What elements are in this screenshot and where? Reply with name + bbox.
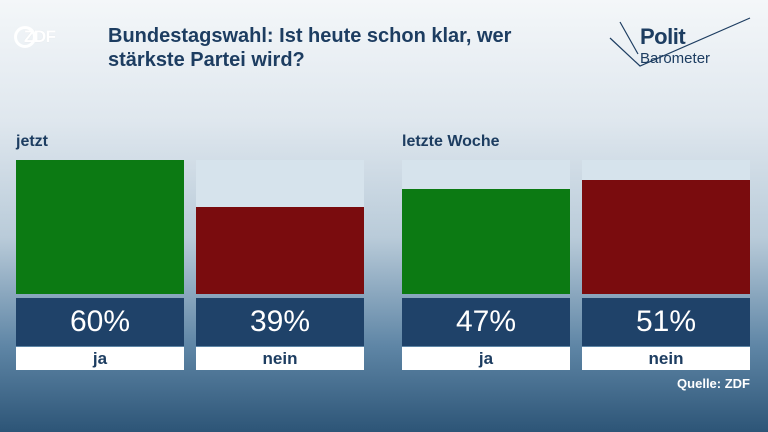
bar-slot-week-ja: [402, 160, 570, 294]
checkmark-icon: [609, 17, 751, 67]
panel-label-now: jetzt: [16, 133, 48, 150]
category-label-week-nein: nein: [582, 347, 750, 370]
politbarometer-logo: Polit Barometer: [600, 10, 760, 74]
brand-line-2: Barometer: [640, 50, 711, 67]
category-label-now-nein: nein: [196, 347, 364, 370]
bar-slot-week-nein: [582, 160, 750, 294]
category-label-now-ja: ja: [16, 347, 184, 370]
bar-now-nein: [196, 206, 364, 294]
chart-title: Bundestagswahl: Ist heute schon klar, we…: [108, 25, 512, 71]
panel-label-last-week: letzte Woche: [402, 133, 500, 150]
zdf-logo: ZDF: [14, 25, 56, 49]
bar-week-ja: [402, 189, 570, 294]
bar-slot-now-ja: [16, 160, 184, 294]
bar-week-nein: [582, 180, 750, 294]
value-label-now-ja: 60%: [16, 298, 184, 346]
bar-now-ja: [16, 160, 184, 294]
category-label-week-ja: ja: [402, 347, 570, 370]
brand-line-1: Polit: [640, 24, 686, 49]
value-label-week-ja: 47%: [402, 298, 570, 346]
value-label-now-nein: 39%: [196, 298, 364, 346]
bar-slot-now-nein: [196, 160, 364, 294]
value-label-week-nein: 51%: [582, 298, 750, 346]
zdf-logo-icon: [14, 26, 36, 48]
source-note: Quelle: ZDF: [677, 376, 750, 391]
